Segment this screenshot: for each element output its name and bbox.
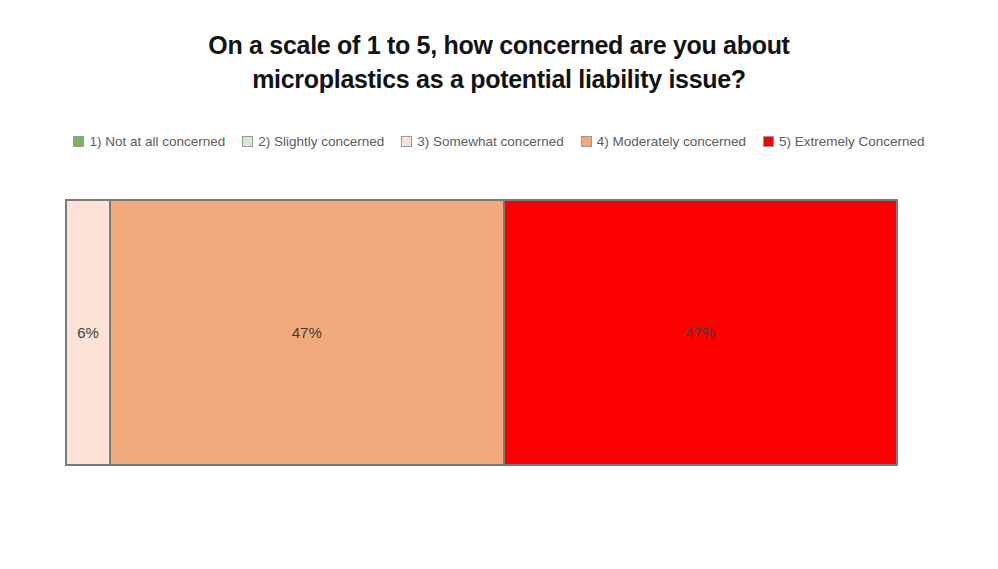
bar-segment-label: 47% (685, 324, 715, 341)
legend-item-5: 5) Extremely Concerned (763, 134, 925, 149)
legend-item-4: 4) Moderately concerned (581, 134, 746, 149)
legend-swatch-icon (401, 136, 412, 147)
legend-item-label: 2) Slightly concerned (258, 134, 384, 149)
bar-segment-3: 47% (504, 200, 897, 465)
bar-segment-2: 47% (110, 200, 503, 465)
legend-item-label: 3) Somewhat concerned (417, 134, 563, 149)
bar-segment-1: 6% (66, 200, 110, 465)
legend-swatch-icon (73, 136, 84, 147)
chart-title: On a scale of 1 to 5, how concerned are … (0, 28, 998, 96)
legend-item-2: 2) Slightly concerned (242, 134, 384, 149)
legend-item-label: 4) Moderately concerned (597, 134, 746, 149)
legend-item-3: 3) Somewhat concerned (401, 134, 563, 149)
legend-swatch-icon (242, 136, 253, 147)
legend-item-label: 5) Extremely Concerned (779, 134, 925, 149)
legend-swatch-icon (763, 136, 774, 147)
legend-swatch-icon (581, 136, 592, 147)
chart-legend: 1) Not at all concerned 2) Slightly conc… (0, 134, 998, 149)
legend-item-1: 1) Not at all concerned (73, 134, 225, 149)
chart-title-line-1: On a scale of 1 to 5, how concerned are … (208, 31, 789, 59)
bar-segment-label: 6% (77, 324, 99, 341)
chart-page: On a scale of 1 to 5, how concerned are … (0, 0, 998, 569)
stacked-bar: 6% 47% 47% (65, 199, 898, 466)
bar-segment-label: 47% (292, 324, 322, 341)
legend-item-label: 1) Not at all concerned (89, 134, 225, 149)
chart-title-line-2: microplastics as a potential liability i… (252, 65, 746, 93)
